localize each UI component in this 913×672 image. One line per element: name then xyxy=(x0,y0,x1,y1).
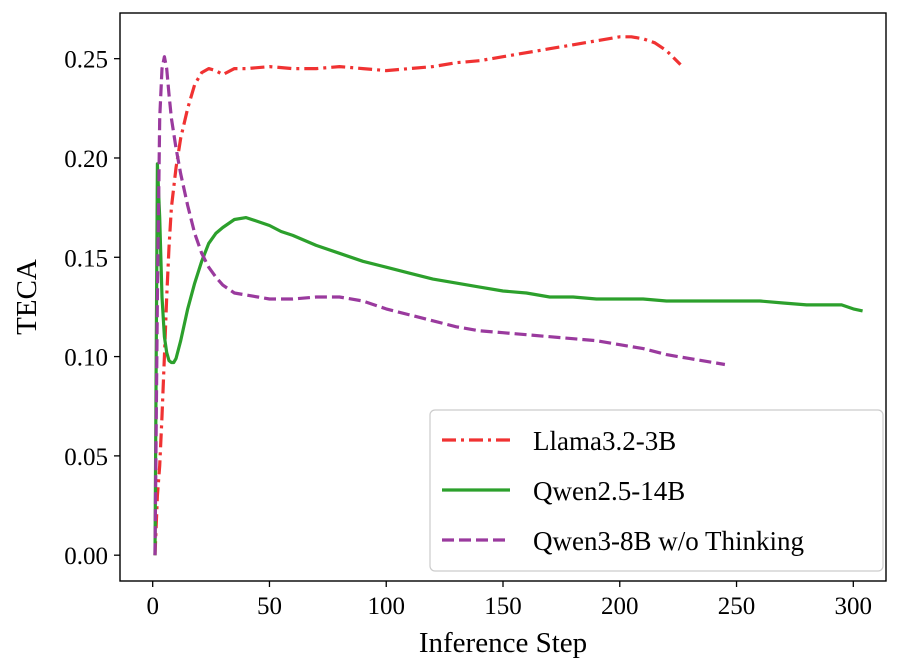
legend-entries: Llama3.2-3B Qwen2.5-14B Qwen3-8B w/o Think… xyxy=(442,426,804,556)
legend: Llama3.2-3B Qwen2.5-14B Qwen3-8B w/o Think… xyxy=(429,409,884,572)
x-tick-label: 50 xyxy=(257,593,282,620)
y-tick-label: 0.15 xyxy=(64,245,108,272)
legend-label-1: Llama3.2-3B xyxy=(533,426,676,456)
y-tick-label: 0.20 xyxy=(64,146,108,173)
legend-label-2: Qwen2.5-14B xyxy=(533,476,685,506)
y-tick-label: 0.05 xyxy=(64,444,108,471)
series-line-3 xyxy=(153,55,726,556)
x-tick-label: 200 xyxy=(601,593,639,620)
x-axis-label: Inference Step xyxy=(419,627,587,659)
y-tick-label: 0.10 xyxy=(64,345,108,372)
y-tick-label: 0.25 xyxy=(64,47,108,74)
x-tick-label: 0 xyxy=(146,593,159,620)
x-tick-label: 250 xyxy=(718,593,756,620)
y-tick-label: 0.00 xyxy=(64,543,108,570)
x-axis: 0 50 100 150 200 250 300 xyxy=(146,581,872,620)
series-line-2 xyxy=(153,162,863,556)
x-tick-label: 150 xyxy=(484,593,522,620)
x-tick-label: 300 xyxy=(835,593,873,620)
legend-box xyxy=(429,409,884,572)
legend-label-3: Qwen3-8B w/o Thinking xyxy=(533,526,804,556)
x-tick-label: 100 xyxy=(367,593,405,620)
y-axis: 0.00 0.05 0.10 0.15 0.20 0.25 xyxy=(64,47,120,570)
y-axis-label: TECA xyxy=(11,259,43,335)
series-layer xyxy=(153,35,863,556)
